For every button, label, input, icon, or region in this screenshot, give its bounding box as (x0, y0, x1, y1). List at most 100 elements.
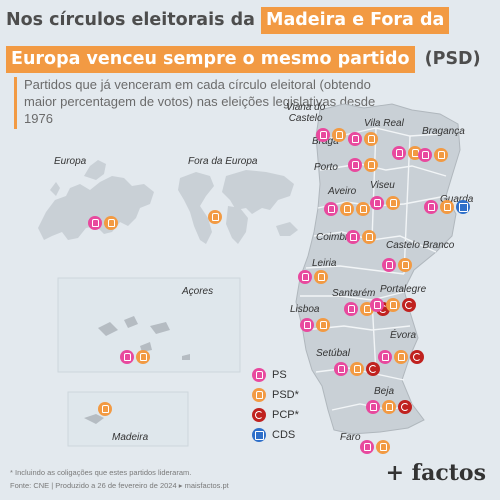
label-viseu: Viseu (370, 180, 395, 191)
cds-icon (252, 428, 266, 442)
legend-item-psd: PSD* (252, 386, 299, 404)
ps-icon (424, 200, 438, 214)
madeira-island (84, 414, 104, 424)
psd-icon (340, 202, 354, 216)
label-viana-do-castelo: Viana do Castelo (286, 102, 325, 124)
azores-islands (98, 316, 190, 360)
legend-item-ps: PS (252, 366, 287, 384)
world-africa (226, 206, 248, 244)
label-aveiro: Aveiro (328, 186, 357, 197)
ps-icon (316, 128, 330, 142)
legend-label-psd: PSD* (272, 389, 299, 401)
label-fora-europa: Fora da Europa (188, 156, 258, 167)
label-viana-line2: Castelo (288, 113, 323, 124)
ps-icon (418, 148, 432, 162)
label-braganca: Bragança (422, 126, 465, 137)
ps-icon (120, 350, 134, 364)
psd-icon (356, 202, 370, 216)
psd-icon (98, 402, 112, 416)
pcp-icon (252, 408, 266, 422)
psd-icon (382, 400, 396, 414)
world-americas (178, 172, 214, 244)
ps-icon (348, 158, 362, 172)
psd-icon (332, 128, 346, 142)
label-setubal: Setúbal (316, 348, 350, 359)
psd-icon (398, 258, 412, 272)
psd-icon (376, 440, 390, 454)
legend-label-cds: CDS (272, 429, 296, 441)
europe-scandinavia (84, 160, 106, 180)
psd-icon (252, 388, 266, 402)
ps-icon (252, 368, 266, 382)
world-oceania (276, 222, 298, 236)
label-acores: Açores (182, 286, 214, 297)
pcp-icon (398, 400, 412, 414)
ps-icon (370, 298, 384, 312)
psd-icon (386, 196, 400, 210)
ps-icon (324, 202, 338, 216)
psd-icon (364, 158, 378, 172)
ps-icon (366, 400, 380, 414)
psd-icon (362, 230, 376, 244)
ps-icon (346, 230, 360, 244)
ps-icon (344, 302, 358, 316)
subtitle-accent-bar (14, 77, 17, 129)
label-portalegre: Portalegre (380, 284, 427, 295)
ps-icon (378, 350, 392, 364)
ps-icon (348, 132, 362, 146)
psd-icon (316, 318, 330, 332)
legend-label-pcp: PCP* (272, 409, 299, 421)
label-evora: Évora (390, 330, 417, 341)
label-castelo-branco: Castelo Branco (386, 240, 455, 251)
label-santarem: Santarém (332, 288, 376, 299)
label-lisboa: Lisboa (290, 304, 320, 315)
ps-icon (370, 196, 384, 210)
ps-icon (88, 216, 102, 230)
psd-icon (440, 200, 454, 214)
pcp-icon (402, 298, 416, 312)
footer-source: Fonte: CNE | Produzido a 26 de fevereiro… (10, 481, 229, 490)
label-coimbra: Coimbra (316, 232, 354, 243)
europe-uk (50, 182, 60, 196)
europe-shape (38, 176, 154, 240)
footer-note: * Incluindo as coligações que estes part… (10, 468, 192, 477)
ps-icon (298, 270, 312, 284)
psd-icon (394, 350, 408, 364)
title-line1-plain: Nos círculos eleitorais da (6, 10, 255, 30)
psd-icon (208, 210, 222, 224)
label-porto: Porto (314, 162, 338, 173)
psd-icon (434, 148, 448, 162)
label-guarda: Guarda (440, 194, 474, 205)
label-madeira: Madeira (112, 432, 149, 443)
psd-icon (350, 362, 364, 376)
pcp-icon (410, 350, 424, 364)
label-leiria: Leiria (312, 258, 337, 269)
ps-icon (392, 146, 406, 160)
ps-icon (360, 440, 374, 454)
label-europa: Europa (54, 156, 87, 167)
legend-label-ps: PS (272, 369, 287, 381)
brand-logo: + factos (385, 460, 486, 486)
world-eurasia (222, 170, 294, 214)
legend-item-pcp: PCP* (252, 406, 299, 424)
ps-icon (300, 318, 314, 332)
psd-icon (104, 216, 118, 230)
title-line1-highlight: Madeira e Fora da (261, 7, 450, 34)
label-faro: Faro (340, 432, 361, 443)
label-beja: Beja (374, 386, 395, 397)
subtitle: Partidos que já venceram em cada círculo… (24, 77, 376, 126)
psd-icon (386, 298, 400, 312)
label-viana-line1: Viana do (286, 102, 326, 113)
cds-icon (456, 200, 470, 214)
title-line2-tail: (PSD) (424, 49, 481, 69)
title-line2-highlight: Europa venceu sempre o mesmo partido (6, 46, 415, 73)
label-vila-real: Vila Real (364, 118, 404, 129)
pcp-icon (366, 362, 380, 376)
psd-icon (364, 132, 378, 146)
ps-icon (382, 258, 396, 272)
psd-icon (314, 270, 328, 284)
legend-item-cds: CDS (252, 426, 295, 444)
ps-icon (334, 362, 348, 376)
psd-icon (136, 350, 150, 364)
